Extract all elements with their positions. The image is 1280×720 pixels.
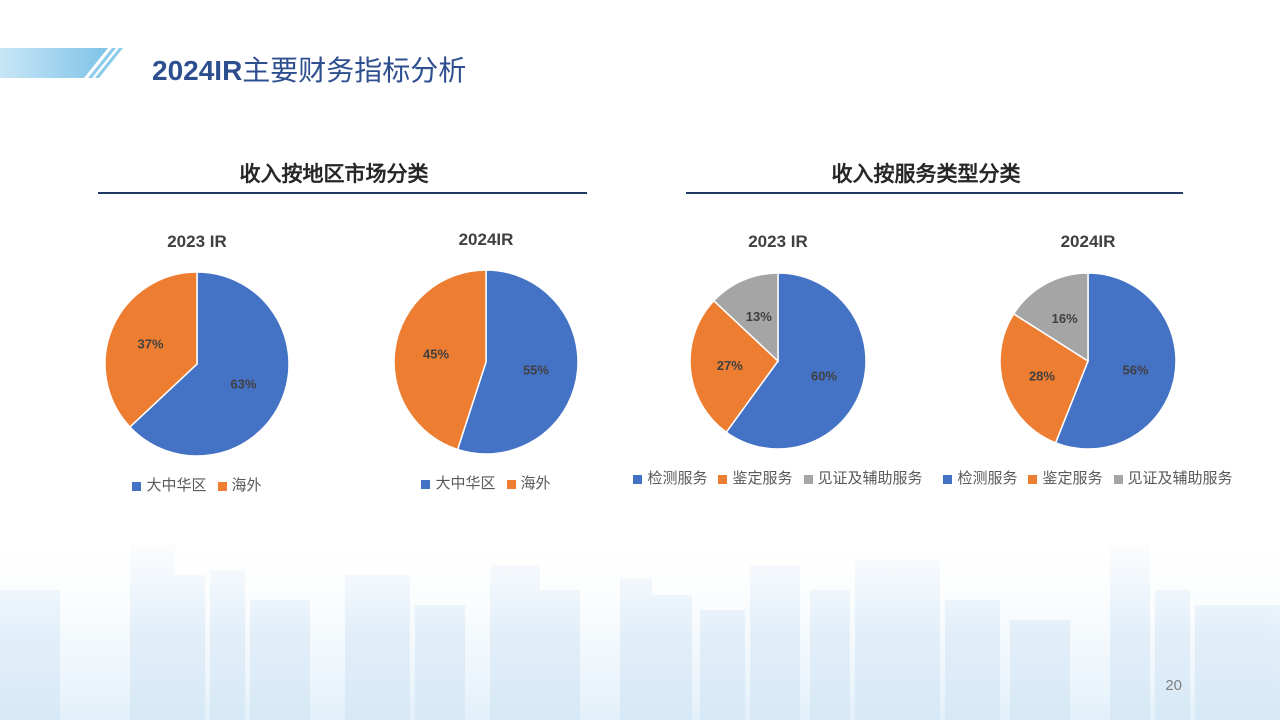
pie-slice-2	[393, 269, 487, 451]
pie-data-label: 16%	[1052, 311, 1078, 326]
legend-label: 鉴定服务	[732, 470, 793, 487]
pie-slice-2	[689, 299, 779, 434]
pie-data-label: 27%	[717, 358, 743, 373]
legend-marker	[943, 474, 953, 484]
pie-slice-2	[104, 271, 198, 429]
pie-data-label: 56%	[1123, 363, 1149, 378]
legend-marker	[633, 474, 643, 484]
pie-slice-3	[712, 272, 779, 363]
legend-label: 海外	[520, 475, 551, 492]
pie-chart-service-2024: 56% 28% 16%	[999, 272, 1177, 450]
legend-marker	[506, 479, 516, 489]
legend-marker	[217, 481, 227, 491]
title-banner-decoration	[0, 48, 123, 78]
chart-title-service-2024: 2024IR	[1060, 232, 1116, 251]
pie-slice-1	[128, 271, 290, 457]
legend-label: 见证及辅助服务	[1127, 470, 1233, 487]
legend-region-2023: 大中华区 海外	[47, 477, 347, 495]
legend-region-2024: 大中华区 海外	[336, 475, 636, 493]
legend-item: 见证及辅助服务	[803, 470, 923, 488]
slide-title-text: 主要财务指标分析	[242, 55, 467, 86]
slide-title: 2024IR主要财务指标分析	[152, 52, 466, 90]
pie-chart-service-2023: 60% 27% 13%	[689, 272, 867, 450]
legend-service-2024: 检测服务 鉴定服务 见证及辅助服务	[938, 470, 1238, 488]
pie-data-label: 45%	[423, 347, 449, 362]
pie-slice-1	[1054, 272, 1177, 450]
pie-data-label: 28%	[1029, 368, 1055, 383]
pie-data-label: 13%	[746, 309, 772, 324]
legend-label: 海外	[231, 477, 262, 494]
slide-title-year: 2024IR	[152, 55, 243, 86]
legend-label: 大中华区	[435, 475, 496, 492]
pie-chart-region-2023: 63% 37%	[104, 271, 290, 457]
legend-item: 海外	[506, 475, 551, 493]
legend-item: 检测服务	[633, 470, 707, 488]
legend-service-2023: 检测服务 鉴定服务 见证及辅助服务	[628, 470, 928, 488]
legend-marker	[1028, 474, 1038, 484]
legend-item: 鉴定服务	[1028, 470, 1103, 488]
legend-item: 大中华区	[421, 475, 496, 493]
legend-label: 检测服务	[957, 470, 1018, 487]
pie-data-label: 37%	[138, 336, 164, 351]
legend-label: 鉴定服务	[1042, 470, 1103, 487]
legend-item: 大中华区	[132, 477, 207, 495]
pie-data-label: 63%	[230, 377, 256, 392]
pie-data-label: 60%	[811, 368, 837, 383]
legend-item: 海外	[217, 477, 262, 495]
legend-marker	[421, 479, 431, 489]
section-title-service: 收入按服务类型分类	[831, 163, 1021, 186]
chart-title-region-2024: 2024IR	[458, 230, 514, 249]
legend-marker	[1113, 474, 1123, 484]
legend-label: 大中华区	[146, 477, 207, 494]
pie-slice-3	[1012, 272, 1089, 363]
pie-slice-2	[999, 312, 1089, 444]
section-rule-service	[686, 192, 1183, 194]
legend-marker	[132, 481, 142, 491]
chart-title-service-2023: 2023 IR	[748, 232, 808, 251]
legend-item: 鉴定服务	[718, 470, 793, 488]
legend-marker	[718, 474, 728, 484]
legend-item: 见证及辅助服务	[1113, 470, 1233, 488]
page-number: 20	[1165, 677, 1182, 694]
section-rule-region	[98, 192, 587, 194]
section-title-region: 收入按地区市场分类	[239, 163, 429, 186]
skyline-background	[0, 530, 1280, 720]
pie-slice-1	[725, 272, 867, 450]
pie-slice-1	[456, 269, 579, 455]
pie-chart-region-2024: 55% 45%	[393, 269, 579, 455]
legend-label: 检测服务	[647, 470, 708, 487]
chart-title-region-2023: 2023 IR	[167, 232, 227, 251]
legend-marker	[803, 474, 813, 484]
legend-item: 检测服务	[943, 470, 1017, 488]
pie-data-label: 55%	[523, 362, 549, 377]
legend-label: 见证及辅助服务	[817, 470, 923, 487]
